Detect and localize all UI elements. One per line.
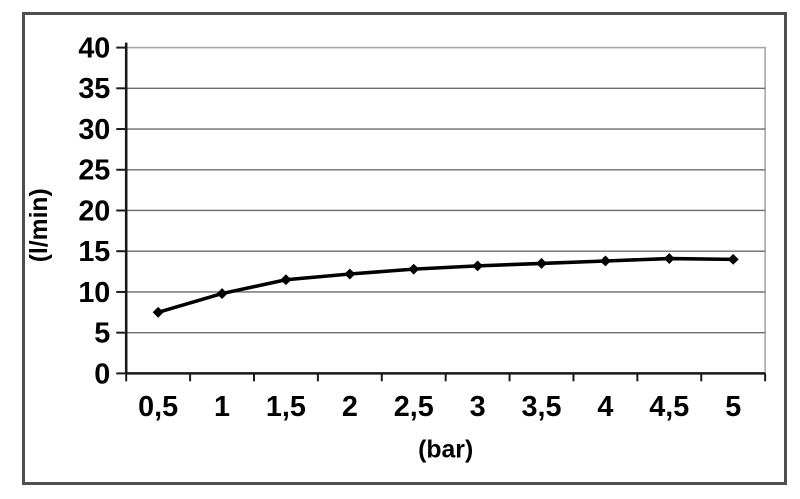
x-tick-label: 5 <box>725 391 741 423</box>
y-tick-label: 30 <box>78 114 110 146</box>
x-tick-label: 2,5 <box>394 391 434 423</box>
y-tick-label: 40 <box>78 33 110 65</box>
data-point-marker <box>663 253 675 264</box>
x-axis-title: (bar) <box>418 436 473 463</box>
data-point-marker <box>472 260 484 272</box>
data-point-marker <box>280 274 292 286</box>
data-series <box>152 253 739 318</box>
data-point-marker <box>536 258 547 269</box>
chart-frame: 0 5 10 15 20 25 30 35 40 0,5 1 1,5 2 2,5 3 3,5 4 4,5 5 (l/… <box>22 12 787 485</box>
y-tick-label: 0 <box>94 358 110 390</box>
x-tick-label: 1 <box>214 391 230 423</box>
y-tick-label: 25 <box>78 155 110 187</box>
data-point-marker <box>344 268 356 280</box>
axes <box>116 42 767 382</box>
x-tick-label: 2 <box>342 391 358 423</box>
x-tick-label: 3 <box>470 391 486 423</box>
y-axis-title: (l/min) <box>26 188 53 262</box>
tick-labels: 0 5 10 15 20 25 30 35 40 0,5 1 1,5 2 2,5 3 3,5 4 4,5 5 <box>78 33 741 423</box>
y-tick-label: 20 <box>78 195 110 227</box>
data-point-marker <box>408 263 420 275</box>
y-tick-label: 10 <box>78 277 110 309</box>
flow-rate-line-chart: 0 5 10 15 20 25 30 35 40 0,5 1 1,5 2 2,5 3 3,5 4 4,5 5 (l/… <box>26 33 767 463</box>
data-point-marker <box>599 255 611 267</box>
y-tick-label: 15 <box>78 236 110 268</box>
x-tick-label: 1,5 <box>266 391 306 423</box>
y-tick-label: 5 <box>94 318 110 350</box>
series-line <box>156 256 735 315</box>
data-point-marker <box>152 306 164 318</box>
data-point-marker <box>727 253 739 265</box>
y-tick-label: 35 <box>78 73 110 105</box>
x-tick-label: 0,5 <box>138 391 178 423</box>
x-tick-label: 4 <box>597 391 613 423</box>
data-point-marker <box>216 288 228 300</box>
x-tick-label: 3,5 <box>522 391 562 423</box>
x-tick-label: 4,5 <box>649 391 689 423</box>
